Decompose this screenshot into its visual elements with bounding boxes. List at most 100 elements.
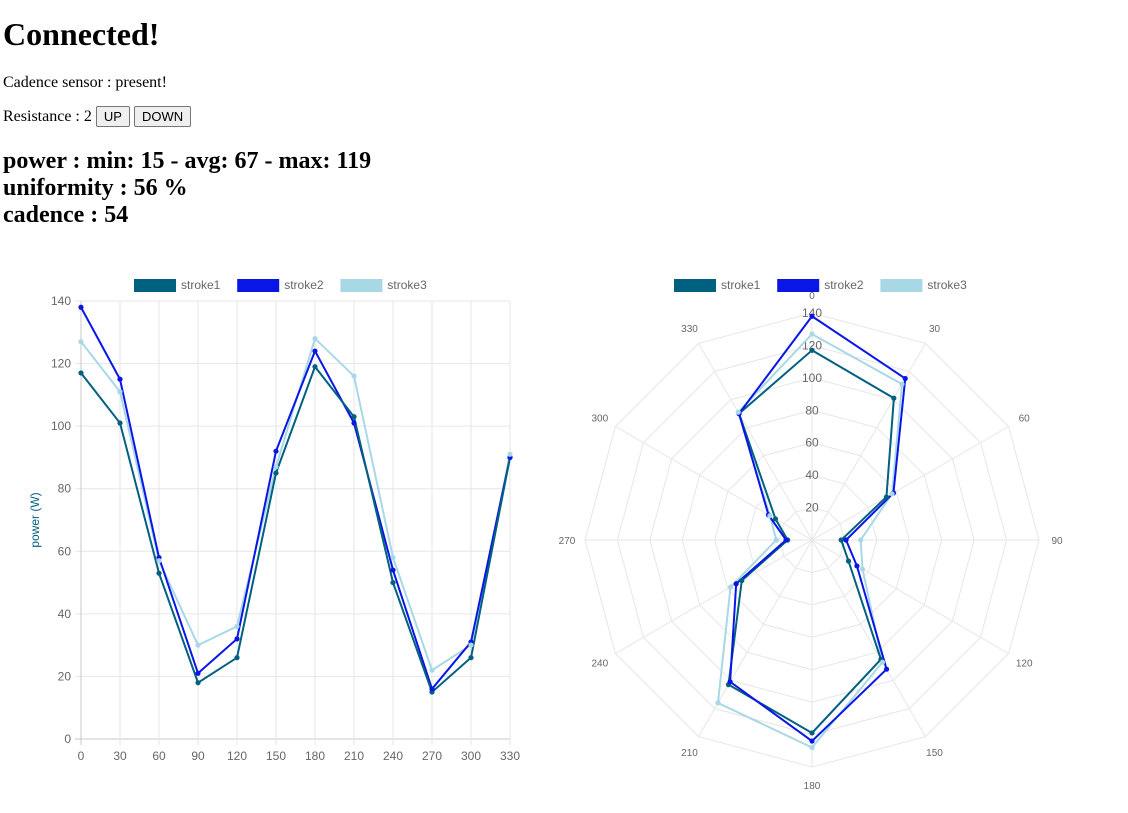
radar-point-stroke1[interactable] (739, 577, 745, 584)
data-point-stroke1[interactable] (351, 414, 357, 420)
radar-point-stroke1[interactable] (809, 730, 815, 736)
data-point-stroke3[interactable] (117, 389, 123, 395)
legend-label-stroke2: stroke2 (824, 278, 864, 292)
radar-point-stroke1[interactable] (838, 537, 844, 543)
radar-point-stroke3[interactable] (858, 537, 864, 543)
radar-point-stroke3[interactable] (899, 381, 905, 387)
radar-point-stroke1[interactable] (772, 516, 779, 522)
r-tick-label: 80 (805, 403, 819, 417)
angle-label: 90 (1051, 536, 1063, 547)
data-point-stroke3[interactable] (234, 623, 240, 629)
legend-label-stroke2: stroke2 (284, 278, 324, 292)
data-point-stroke2[interactable] (429, 686, 435, 692)
legend-swatch-stroke1[interactable] (134, 279, 176, 292)
legend-swatch-stroke1[interactable] (674, 279, 716, 292)
radar-point-stroke3[interactable] (879, 659, 886, 665)
radar-point-stroke2[interactable] (809, 313, 815, 319)
r-tick-label: 60 (805, 436, 819, 450)
radar-point-stroke2[interactable] (733, 581, 739, 587)
radar-point-stroke3[interactable] (767, 513, 773, 519)
data-point-stroke3[interactable] (468, 642, 474, 648)
radar-point-stroke2[interactable] (809, 738, 815, 744)
stats-block: power : min: 15 - avg: 67 - max: 119 uni… (3, 148, 371, 229)
legend-swatch-stroke3[interactable] (340, 279, 383, 292)
radar-point-stroke1[interactable] (845, 558, 852, 564)
radar-point-stroke3[interactable] (889, 491, 895, 497)
radar-point-stroke2[interactable] (854, 563, 860, 569)
data-point-stroke1[interactable] (117, 420, 123, 426)
x-tick-label: 300 (461, 749, 481, 763)
data-point-stroke2[interactable] (234, 636, 240, 642)
data-point-stroke1[interactable] (195, 680, 201, 686)
angle-label: 210 (681, 748, 698, 759)
data-point-stroke1[interactable] (156, 570, 162, 576)
radar-point-stroke2[interactable] (727, 679, 733, 685)
radar-point-stroke3[interactable] (773, 537, 779, 543)
data-point-stroke3[interactable] (351, 373, 357, 379)
uniformity-stat: uniformity : 56 % (3, 175, 188, 201)
data-point-stroke1[interactable] (390, 579, 396, 586)
radar-point-stroke1[interactable] (809, 347, 815, 353)
resistance-value: 2 (83, 107, 92, 125)
data-point-stroke1[interactable] (234, 655, 240, 661)
data-point-stroke2[interactable] (195, 670, 201, 676)
power-stats: power : min: 15 - avg: 67 - max: 119 (3, 148, 372, 174)
data-point-stroke3[interactable] (195, 642, 201, 648)
y-tick-label: 100 (51, 419, 71, 433)
angle-label: 330 (681, 324, 698, 335)
data-point-stroke2[interactable] (351, 420, 357, 426)
angle-label: 270 (559, 536, 576, 547)
radar-spoke (615, 539, 813, 654)
data-point-stroke3[interactable] (312, 335, 318, 342)
data-point-stroke3[interactable] (273, 464, 279, 470)
data-point-stroke1[interactable] (468, 655, 474, 661)
resistance-control: Resistance : 2 UP DOWN (3, 106, 192, 127)
data-point-stroke1[interactable] (78, 370, 84, 376)
legend-swatch-stroke2[interactable] (237, 279, 280, 292)
resistance-up-button[interactable]: UP (95, 106, 130, 127)
data-point-stroke2[interactable] (78, 304, 84, 310)
radar-point-stroke3[interactable] (715, 700, 721, 706)
radar-point-stroke3[interactable] (727, 584, 734, 590)
radar-spoke (811, 539, 1009, 654)
x-tick-label: 120 (227, 749, 247, 763)
y-axis-label: power (W) (28, 492, 42, 547)
data-point-stroke3[interactable] (507, 451, 513, 457)
radar-point-stroke1[interactable] (891, 395, 897, 401)
data-point-stroke3[interactable] (429, 667, 435, 673)
cadence-sensor-value: present! (115, 74, 167, 91)
data-point-stroke3[interactable] (78, 339, 84, 345)
series-line-stroke1 (80, 364, 511, 694)
radar-point-stroke3[interactable] (809, 744, 815, 751)
data-point-stroke3[interactable] (390, 554, 396, 561)
data-point-stroke2[interactable] (390, 567, 396, 573)
resistance-down-button[interactable]: DOWN (133, 106, 192, 127)
legend-label-stroke3: stroke3 (387, 278, 427, 292)
angle-label: 300 (591, 414, 608, 425)
radar-point-stroke3[interactable] (859, 566, 866, 572)
radar-point-stroke2[interactable] (883, 666, 890, 672)
radar-spoke (615, 426, 813, 541)
radar-point-stroke2[interactable] (783, 537, 789, 543)
y-tick-label: 0 (64, 732, 71, 746)
legend-swatch-stroke2[interactable] (777, 279, 820, 292)
radar-point-stroke1[interactable] (883, 494, 890, 500)
data-point-stroke1[interactable] (273, 470, 279, 476)
legend-swatch-stroke3[interactable] (880, 279, 923, 292)
radar-point-stroke3[interactable] (809, 331, 815, 337)
angle-label: 180 (804, 781, 821, 792)
angle-label: 120 (1016, 659, 1033, 670)
radar-point-stroke2[interactable] (843, 537, 849, 543)
cadence-sensor-status: Cadence sensor : present! (3, 73, 167, 93)
page-title: Connected! (3, 16, 160, 52)
data-point-stroke2[interactable] (312, 348, 318, 354)
x-tick-label: 150 (266, 749, 286, 763)
data-point-stroke2[interactable] (273, 448, 279, 454)
data-point-stroke2[interactable] (117, 376, 123, 382)
x-tick-label: 0 (78, 749, 85, 763)
radar-point-stroke2[interactable] (902, 375, 908, 382)
radar-point-stroke3[interactable] (735, 409, 741, 415)
power-line-chart: stroke1 stroke2 stroke3 0 20 40 60 80 100 120 140 0… (28, 278, 520, 763)
data-point-stroke3[interactable] (156, 558, 162, 564)
data-point-stroke1[interactable] (312, 364, 318, 370)
